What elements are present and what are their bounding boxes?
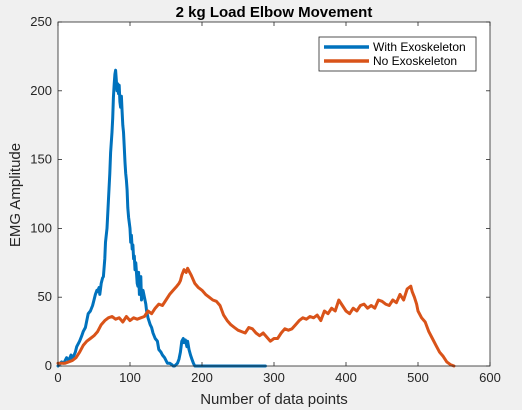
y-tick-label: 200 (30, 83, 52, 98)
x-tick-label: 300 (263, 370, 285, 385)
legend-box (318, 36, 477, 72)
y-tick-label: 100 (30, 220, 52, 235)
axes-layer (57, 21, 491, 367)
y-tick-label: 0 (45, 358, 52, 373)
x-tick-label: 200 (191, 370, 213, 385)
chart-title: 2 kg Load Elbow Movement (176, 4, 373, 21)
x-tick-label: 100 (119, 370, 141, 385)
labels-layer: 0 100 200 300 400 500 600 0 50 100 150 200 250 (30, 14, 501, 385)
y-tick-label: 150 (30, 152, 52, 167)
x-tick-label: 600 (479, 370, 501, 385)
x-tick-label: 0 (54, 370, 61, 385)
plot-area (58, 22, 490, 366)
legend-label-2: No Exoskeleton (373, 54, 457, 68)
series-line-2 (56, 266, 456, 368)
series-line-1 (56, 68, 267, 368)
legend-label-1: With Exoskeleton (373, 40, 466, 54)
x-axis-label: Number of data points (200, 391, 348, 408)
x-tick-label: 400 (335, 370, 357, 385)
y-axis-label: EMG Amplitude (7, 143, 24, 247)
y-tick-label: 250 (30, 14, 52, 29)
y-tick-label: 50 (38, 289, 52, 304)
x-tick-label: 500 (407, 370, 429, 385)
series-layer (56, 68, 456, 368)
